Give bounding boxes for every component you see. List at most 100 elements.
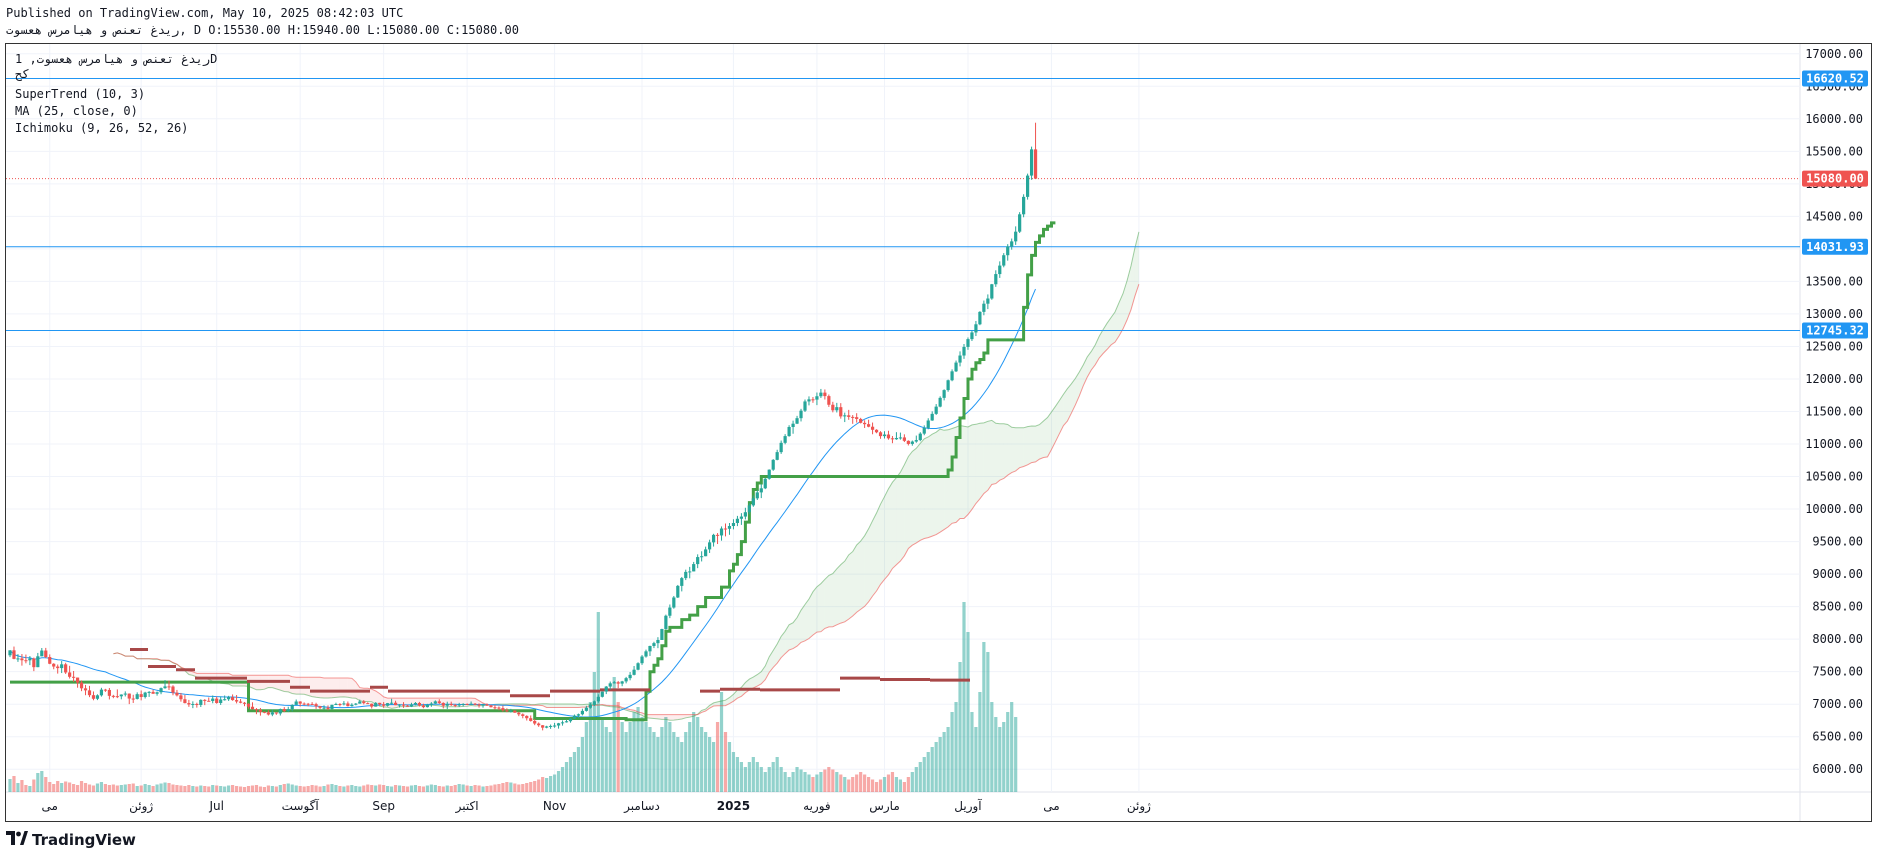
volume-bar [413, 785, 418, 792]
volume-bar [660, 727, 664, 792]
tradingview-logo[interactable]: TradingView [6, 830, 136, 849]
candle [397, 704, 402, 708]
candle [314, 702, 318, 709]
volume-bar [974, 727, 978, 792]
volume-bar [417, 786, 422, 792]
hline-price-label-bg [1802, 70, 1868, 87]
candle [87, 685, 92, 698]
candle-body [481, 704, 485, 706]
candle-body [421, 705, 425, 708]
volume-bar [20, 780, 24, 792]
price-axis[interactable]: 17000.0016500.0016000.0015500.0015000.00… [1805, 47, 1863, 776]
cloud-segment [1111, 311, 1116, 345]
volume-bar [541, 777, 545, 792]
candle [147, 691, 151, 697]
candle [668, 604, 672, 619]
volume-bar [731, 752, 736, 792]
candle [453, 704, 457, 708]
cloud-segment [828, 573, 833, 627]
candle-body [672, 597, 676, 608]
candle-body [668, 607, 672, 616]
candle [390, 698, 394, 705]
candle-body [700, 556, 704, 558]
x-tick-label: ژوئن [1127, 799, 1151, 814]
candle [938, 396, 942, 408]
candle-body [191, 703, 195, 705]
volume-bar [592, 672, 596, 792]
volume-bar [795, 767, 799, 792]
volume-bar [743, 767, 747, 792]
volume-bar [179, 785, 183, 792]
cloud-segment [836, 564, 841, 625]
volume-bar [453, 785, 457, 792]
cloud-segment [860, 535, 865, 610]
volume-bar [711, 742, 716, 792]
cloud-segment [1007, 424, 1012, 476]
cloud-segment [995, 423, 1000, 484]
candle-body [831, 404, 835, 411]
legend-ma[interactable]: MA (25, close, 0) [15, 104, 138, 118]
candle [485, 703, 489, 707]
candle-body [437, 701, 441, 703]
candle [954, 360, 958, 373]
candle-body [493, 707, 497, 709]
candle [111, 694, 115, 699]
candle [36, 652, 40, 668]
cloud-segment [964, 426, 968, 519]
candle-body [755, 492, 759, 499]
cloud-segment [1015, 427, 1020, 471]
candle [799, 408, 803, 422]
legend-symbol[interactable]: ریدغ تعنص و هیامرس هعسوت, 1D [15, 52, 218, 66]
volume-bar [787, 777, 791, 792]
volume-bar [366, 784, 370, 792]
volume-bar [867, 777, 871, 792]
cloud-segment [331, 678, 336, 698]
cloud-segment [1075, 372, 1080, 406]
candle [727, 523, 732, 535]
cloud-segment [1071, 378, 1076, 414]
volume-bar [489, 785, 493, 792]
volume-bar [326, 784, 330, 792]
candle-body [537, 723, 541, 726]
candle [556, 722, 561, 729]
candle [831, 401, 835, 413]
candle-body [64, 664, 68, 673]
volume-bar [560, 767, 565, 792]
candle [179, 692, 183, 702]
volume-bar [572, 752, 577, 792]
volume-bar [238, 786, 243, 792]
cloud-segment [1031, 426, 1036, 463]
cloud-segment [785, 624, 790, 654]
volume-bar [791, 772, 795, 792]
candle [509, 708, 513, 713]
cloud-segment [781, 631, 786, 658]
candle-body [99, 689, 104, 696]
candle [473, 702, 477, 706]
candle-body [906, 440, 910, 444]
candle [942, 389, 946, 401]
candle [119, 694, 123, 700]
cloud-segment [904, 456, 909, 556]
candle [739, 513, 743, 525]
y-tick-label: 9000.00 [1812, 567, 1863, 581]
legend-supertrend[interactable]: SuperTrend (10, 3) [15, 87, 146, 101]
cloud-segment [864, 528, 869, 607]
candle [688, 566, 692, 579]
horizontal-lines[interactable] [6, 77, 1800, 331]
volume-bar [672, 732, 676, 792]
volume-bar [346, 785, 350, 792]
volume-bar [719, 692, 724, 792]
candle [950, 369, 954, 382]
time-axis[interactable]: می ژوئن Jul آگوست Sep اکتبر Nov دسامبر 2025 فوریه… [42, 798, 1152, 814]
cloud-segment [554, 704, 559, 708]
candle [370, 703, 374, 709]
candle-body [497, 707, 501, 709]
legend-ichimoku[interactable]: Ichimoku (9, 26, 52, 26) [15, 121, 189, 135]
y-tick-label: 6500.00 [1812, 730, 1863, 744]
cloud-segment [940, 429, 945, 533]
candle [99, 687, 104, 697]
cloud-segment [848, 551, 853, 620]
hline-price-label-bg [1802, 322, 1868, 339]
candle [155, 691, 159, 696]
